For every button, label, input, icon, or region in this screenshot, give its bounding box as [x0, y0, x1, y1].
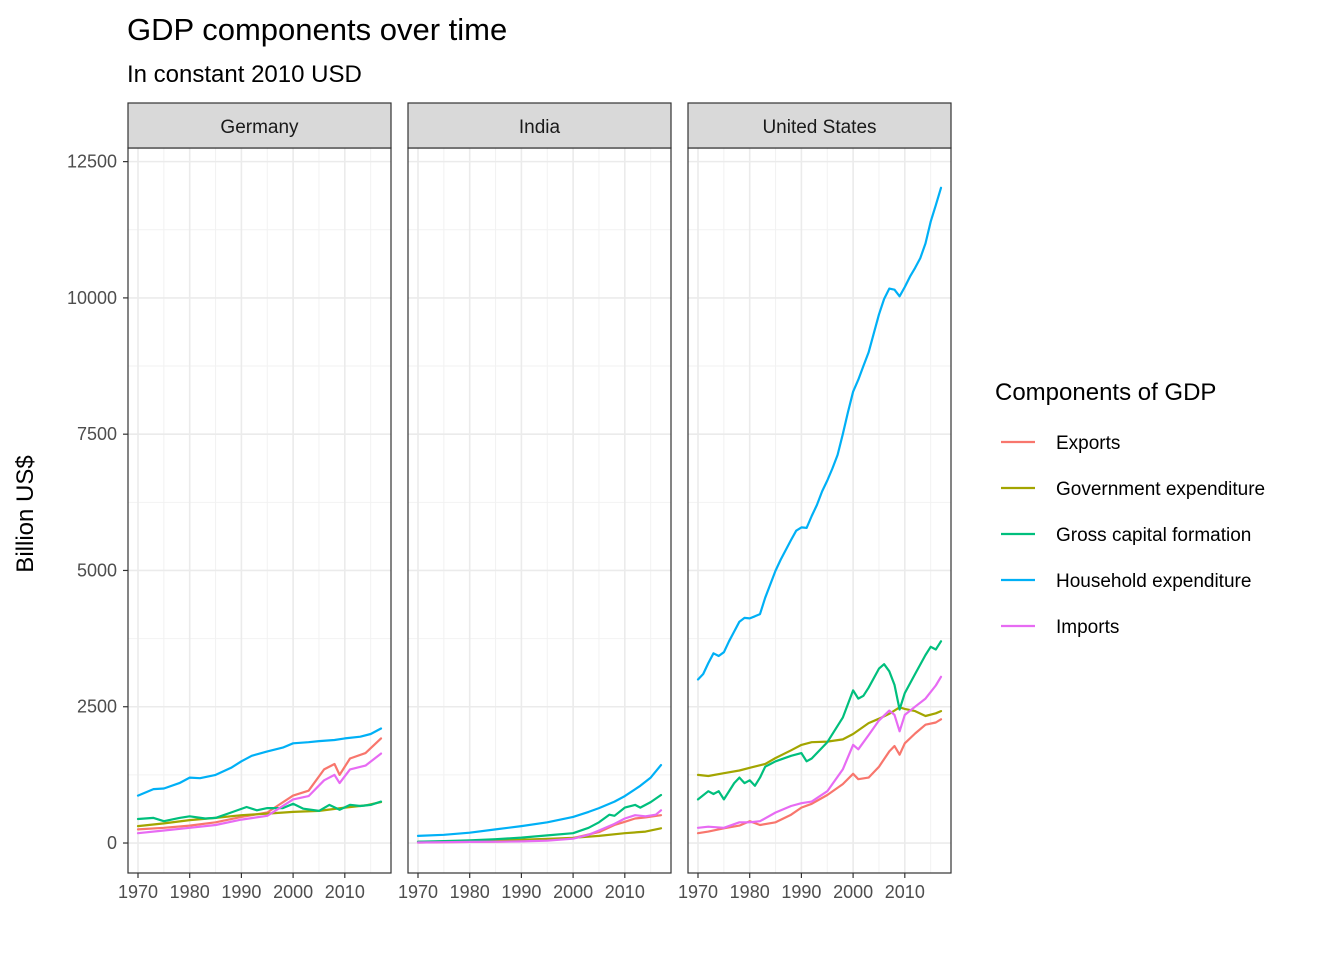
series-line-household-expenditure: [416, 763, 663, 838]
legend-label: Exports: [1056, 433, 1120, 454]
legend-label: Imports: [1056, 617, 1119, 638]
facet-strip-label: India: [519, 117, 561, 138]
legend-item-exports: Exports: [1001, 433, 1120, 454]
series-line-gross-capital-formation: [416, 793, 663, 843]
facet-panels: Germany 1970 1980 1990 2000 2010 India 1970 1980…: [118, 102, 952, 902]
y-axis: 0 2500 5000 7500 10000 12500: [67, 152, 128, 853]
panel-background: [128, 148, 391, 873]
x-tick-label: 2010: [885, 882, 925, 902]
x-tick-label: 2000: [273, 882, 313, 902]
series-line-imports: [136, 752, 383, 835]
y-tick-label: 5000: [77, 560, 117, 580]
y-axis-label: Billion US$: [12, 455, 39, 572]
x-tick-label: 1980: [730, 882, 770, 902]
x-tick-label: 1970: [118, 882, 158, 902]
legend-label: Gross capital formation: [1056, 525, 1251, 546]
legend-item-imports: Imports: [1001, 617, 1119, 638]
x-tick-label: 1980: [450, 882, 490, 902]
series-line-imports: [696, 675, 943, 829]
panel-background: [408, 148, 671, 873]
facet-strip-label: United States: [762, 117, 876, 138]
chart-title: GDP components over time: [127, 12, 507, 47]
series-line-gross-capital-formation: [136, 800, 383, 823]
legend-title: Components of GDP: [995, 379, 1216, 406]
y-tick-label: 7500: [77, 424, 117, 444]
legend: Components of GDP Exports Government expe…: [995, 379, 1265, 638]
legend-label: Household expenditure: [1056, 571, 1251, 592]
series-line-gross-capital-formation: [696, 640, 943, 801]
series-line-household-expenditure: [696, 186, 943, 681]
x-tick-label: 2010: [325, 882, 365, 902]
legend-item-household-expenditure: Household expenditure: [1001, 571, 1251, 592]
series-line-imports: [416, 809, 663, 844]
panel-india: India 1970 1980 1990 2000 2010: [398, 102, 672, 902]
y-tick-label: 0: [107, 833, 117, 853]
x-tick-label: 1990: [221, 882, 261, 902]
y-tick-label: 10000: [67, 288, 117, 308]
panel-germany: Germany 1970 1980 1990 2000 2010: [118, 102, 392, 902]
legend-label: Government expenditure: [1056, 479, 1265, 500]
facet-strip: [407, 102, 672, 149]
x-tick-label: 1970: [678, 882, 718, 902]
series-line-exports: [136, 737, 383, 831]
x-tick-label: 2000: [833, 882, 873, 902]
series-line-household-expenditure: [136, 727, 383, 797]
legend-item-gross-capital-formation: Gross capital formation: [1001, 525, 1251, 546]
x-tick-label: 2010: [605, 882, 645, 902]
series-line-government-expenditure: [136, 800, 383, 828]
chart-subtitle: In constant 2010 USD: [127, 61, 362, 88]
facet-strip: [687, 102, 952, 149]
facet-strip: [127, 102, 392, 149]
x-tick-label: 1970: [398, 882, 438, 902]
y-tick-label: 12500: [67, 152, 117, 172]
panel-background: [688, 148, 951, 873]
panel-united-states: United States 1970 1980 1990 2000 2010: [678, 102, 952, 902]
facet-strip-label: Germany: [220, 117, 299, 138]
x-tick-label: 1990: [501, 882, 541, 902]
x-tick-label: 2000: [553, 882, 593, 902]
x-tick-label: 1980: [170, 882, 210, 902]
x-tick-label: 1990: [781, 882, 821, 902]
y-tick-label: 2500: [77, 697, 117, 717]
legend-item-government-expenditure: Government expenditure: [1001, 479, 1265, 500]
